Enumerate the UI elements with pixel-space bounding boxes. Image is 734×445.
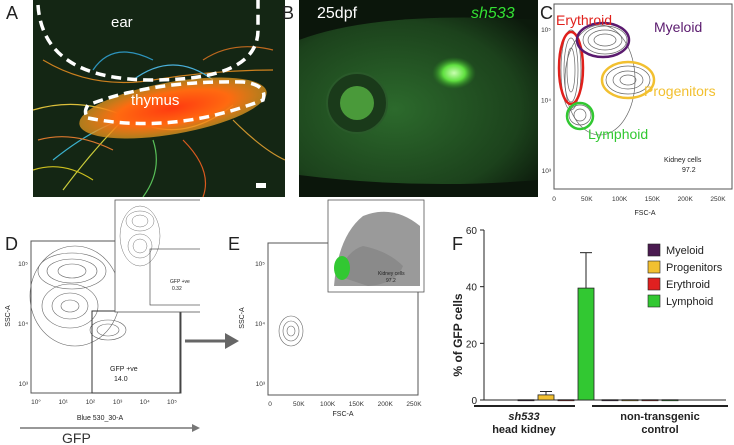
c-xtick-tick-2: 100K xyxy=(612,196,628,203)
d-xtick-tick-1: 10¹ xyxy=(58,399,68,406)
panel-c-flow-plot: Erythroid Myeloid Progenitors Lymphoid K… xyxy=(541,3,733,217)
c-ytick-tick-0: 10³ xyxy=(542,168,552,175)
bar-progenitors-group-0 xyxy=(537,394,555,401)
panel-b-image: 25dpf sh533 xyxy=(299,0,538,197)
legend-swatch-progenitors xyxy=(647,260,661,274)
bar-erythroid-group-0 xyxy=(557,399,575,402)
panel-letter-c: C xyxy=(540,3,553,23)
group-label-1-line1: non-transgenic xyxy=(620,411,699,423)
myeloid-gate xyxy=(575,21,631,59)
gate-value: 97.2 xyxy=(682,167,696,174)
thymus-label: thymus xyxy=(131,92,180,109)
panel-a-image: ear thymus xyxy=(33,0,285,197)
d-ytick-tick-0: 10³ xyxy=(19,381,29,388)
bar-progenitors-group-1 xyxy=(621,399,639,402)
f-ytick-label: 0 xyxy=(471,396,477,407)
c-xtick-tick-5: 250K xyxy=(710,196,726,203)
d-xtick-tick-4: 10⁴ xyxy=(140,399,150,406)
panel-letter-f: F xyxy=(452,234,463,254)
progenitors-label: Progenitors xyxy=(644,83,716,99)
c-ytick-tick-2: 10⁵ xyxy=(541,27,551,34)
c-xtick-tick-4: 200K xyxy=(678,196,694,203)
panel-letter-e: E xyxy=(228,234,241,254)
legend-swatch-myeloid xyxy=(647,243,661,257)
bar-lymphoid-group-0 xyxy=(577,287,595,401)
inset-gate-name: GFP +ve xyxy=(170,279,190,285)
group-label-0-line2: head kidney xyxy=(492,424,556,436)
f-ytick-label: 60 xyxy=(466,226,478,237)
e-inset-gate-value: 97.2 xyxy=(386,278,396,284)
lymphoid-label: Lymphoid xyxy=(588,126,648,142)
legend-label-erythroid: Erythroid xyxy=(666,279,710,291)
e-xtick-tick-0: 0 xyxy=(268,401,272,408)
legend-label-lymphoid: Lymphoid xyxy=(666,296,713,308)
progenitors-gate xyxy=(600,60,656,100)
inset-gate-value: 0.32 xyxy=(172,286,182,292)
group-label-0-line1: sh533 xyxy=(508,411,539,423)
line-label: sh533 xyxy=(471,5,515,22)
d-ytick-tick-2: 10⁵ xyxy=(18,261,28,268)
e-xtick-tick-5: 250K xyxy=(406,401,422,408)
c-xtick-tick-1: 50K xyxy=(581,196,593,203)
d-xtick-tick-5: 10⁵ xyxy=(167,399,177,406)
panel-letter-d: D xyxy=(5,234,18,254)
gfp-gate-name: GFP +ve xyxy=(110,366,138,373)
e-ytick-tick-1: 10⁴ xyxy=(255,321,265,328)
d-xtick-tick-3: 10³ xyxy=(113,399,123,406)
bar-myeloid-group-1 xyxy=(601,399,619,402)
stage-label: 25dpf xyxy=(317,5,358,22)
lymphoid-gate xyxy=(565,101,595,131)
d-to-e-arrow xyxy=(185,333,239,349)
f-ylabel: % of GFP cells xyxy=(451,293,465,376)
group-label-1-line2: control xyxy=(641,424,678,436)
panel-d-flow-plot: GFP +ve 14.0 SSC-A 10° 10¹ 10² 10³ 10⁴ 10⁵ 10… xyxy=(5,199,200,445)
d-xtick-tick-0: 10° xyxy=(31,398,41,406)
c-xtick-tick-3: 150K xyxy=(645,196,661,203)
gate-name: Kidney cells xyxy=(664,157,702,164)
legend-swatch-lymphoid xyxy=(647,294,661,308)
legend-label-progenitors: Progenitors xyxy=(666,262,723,274)
legend-label-myeloid: Myeloid xyxy=(666,245,704,257)
bar-myeloid-group-0 xyxy=(517,399,535,402)
e-xlabel: FSC-A xyxy=(333,411,354,418)
ear-label: ear xyxy=(111,14,133,31)
e-xtick-tick-4: 200K xyxy=(378,401,394,408)
f-ytick-label: 20 xyxy=(466,339,478,350)
f-ytick-label: 40 xyxy=(466,283,478,294)
e-inset-gate-name: Kidney cells xyxy=(378,271,405,277)
c-xlabel: FSC-A xyxy=(635,210,656,217)
myeloid-label: Myeloid xyxy=(654,19,702,35)
d-xtick-tick-2: 10² xyxy=(86,399,96,406)
gfp-axis-label: GFP xyxy=(62,430,91,445)
panel-letter-a: A xyxy=(6,3,19,23)
e-ytick-tick-0: 10³ xyxy=(256,381,266,388)
bar-lymphoid-group-1 xyxy=(661,399,679,402)
e-ylabel: SSC-A xyxy=(239,307,246,329)
bar-erythroid-group-1 xyxy=(641,399,659,402)
gfp-gate-value: 14.0 xyxy=(114,376,128,383)
e-xtick-tick-2: 100K xyxy=(320,401,336,408)
e-xtick-tick-1: 50K xyxy=(293,401,305,408)
erythroid-gate xyxy=(557,30,585,106)
c-ytick-tick-1: 10⁴ xyxy=(541,98,551,105)
e-ytick-tick-2: 10⁵ xyxy=(255,261,265,268)
panel-letter-b: B xyxy=(282,3,295,23)
panel-e-flow-plot: SSC-A 0 50K 100K 150K 200K 250K 10³ 10⁴ 10⁵ FSC… xyxy=(239,199,425,418)
d-ytick-tick-1: 10⁴ xyxy=(18,321,28,328)
erythroid-label: Erythroid xyxy=(556,12,612,28)
c-xtick-tick-0: 0 xyxy=(552,196,556,203)
d-xlabel: Blue 530_30-A xyxy=(77,415,124,422)
d-ylabel: SSC-A xyxy=(5,305,12,327)
e-xtick-tick-3: 150K xyxy=(349,401,365,408)
legend-swatch-erythroid xyxy=(647,277,661,291)
